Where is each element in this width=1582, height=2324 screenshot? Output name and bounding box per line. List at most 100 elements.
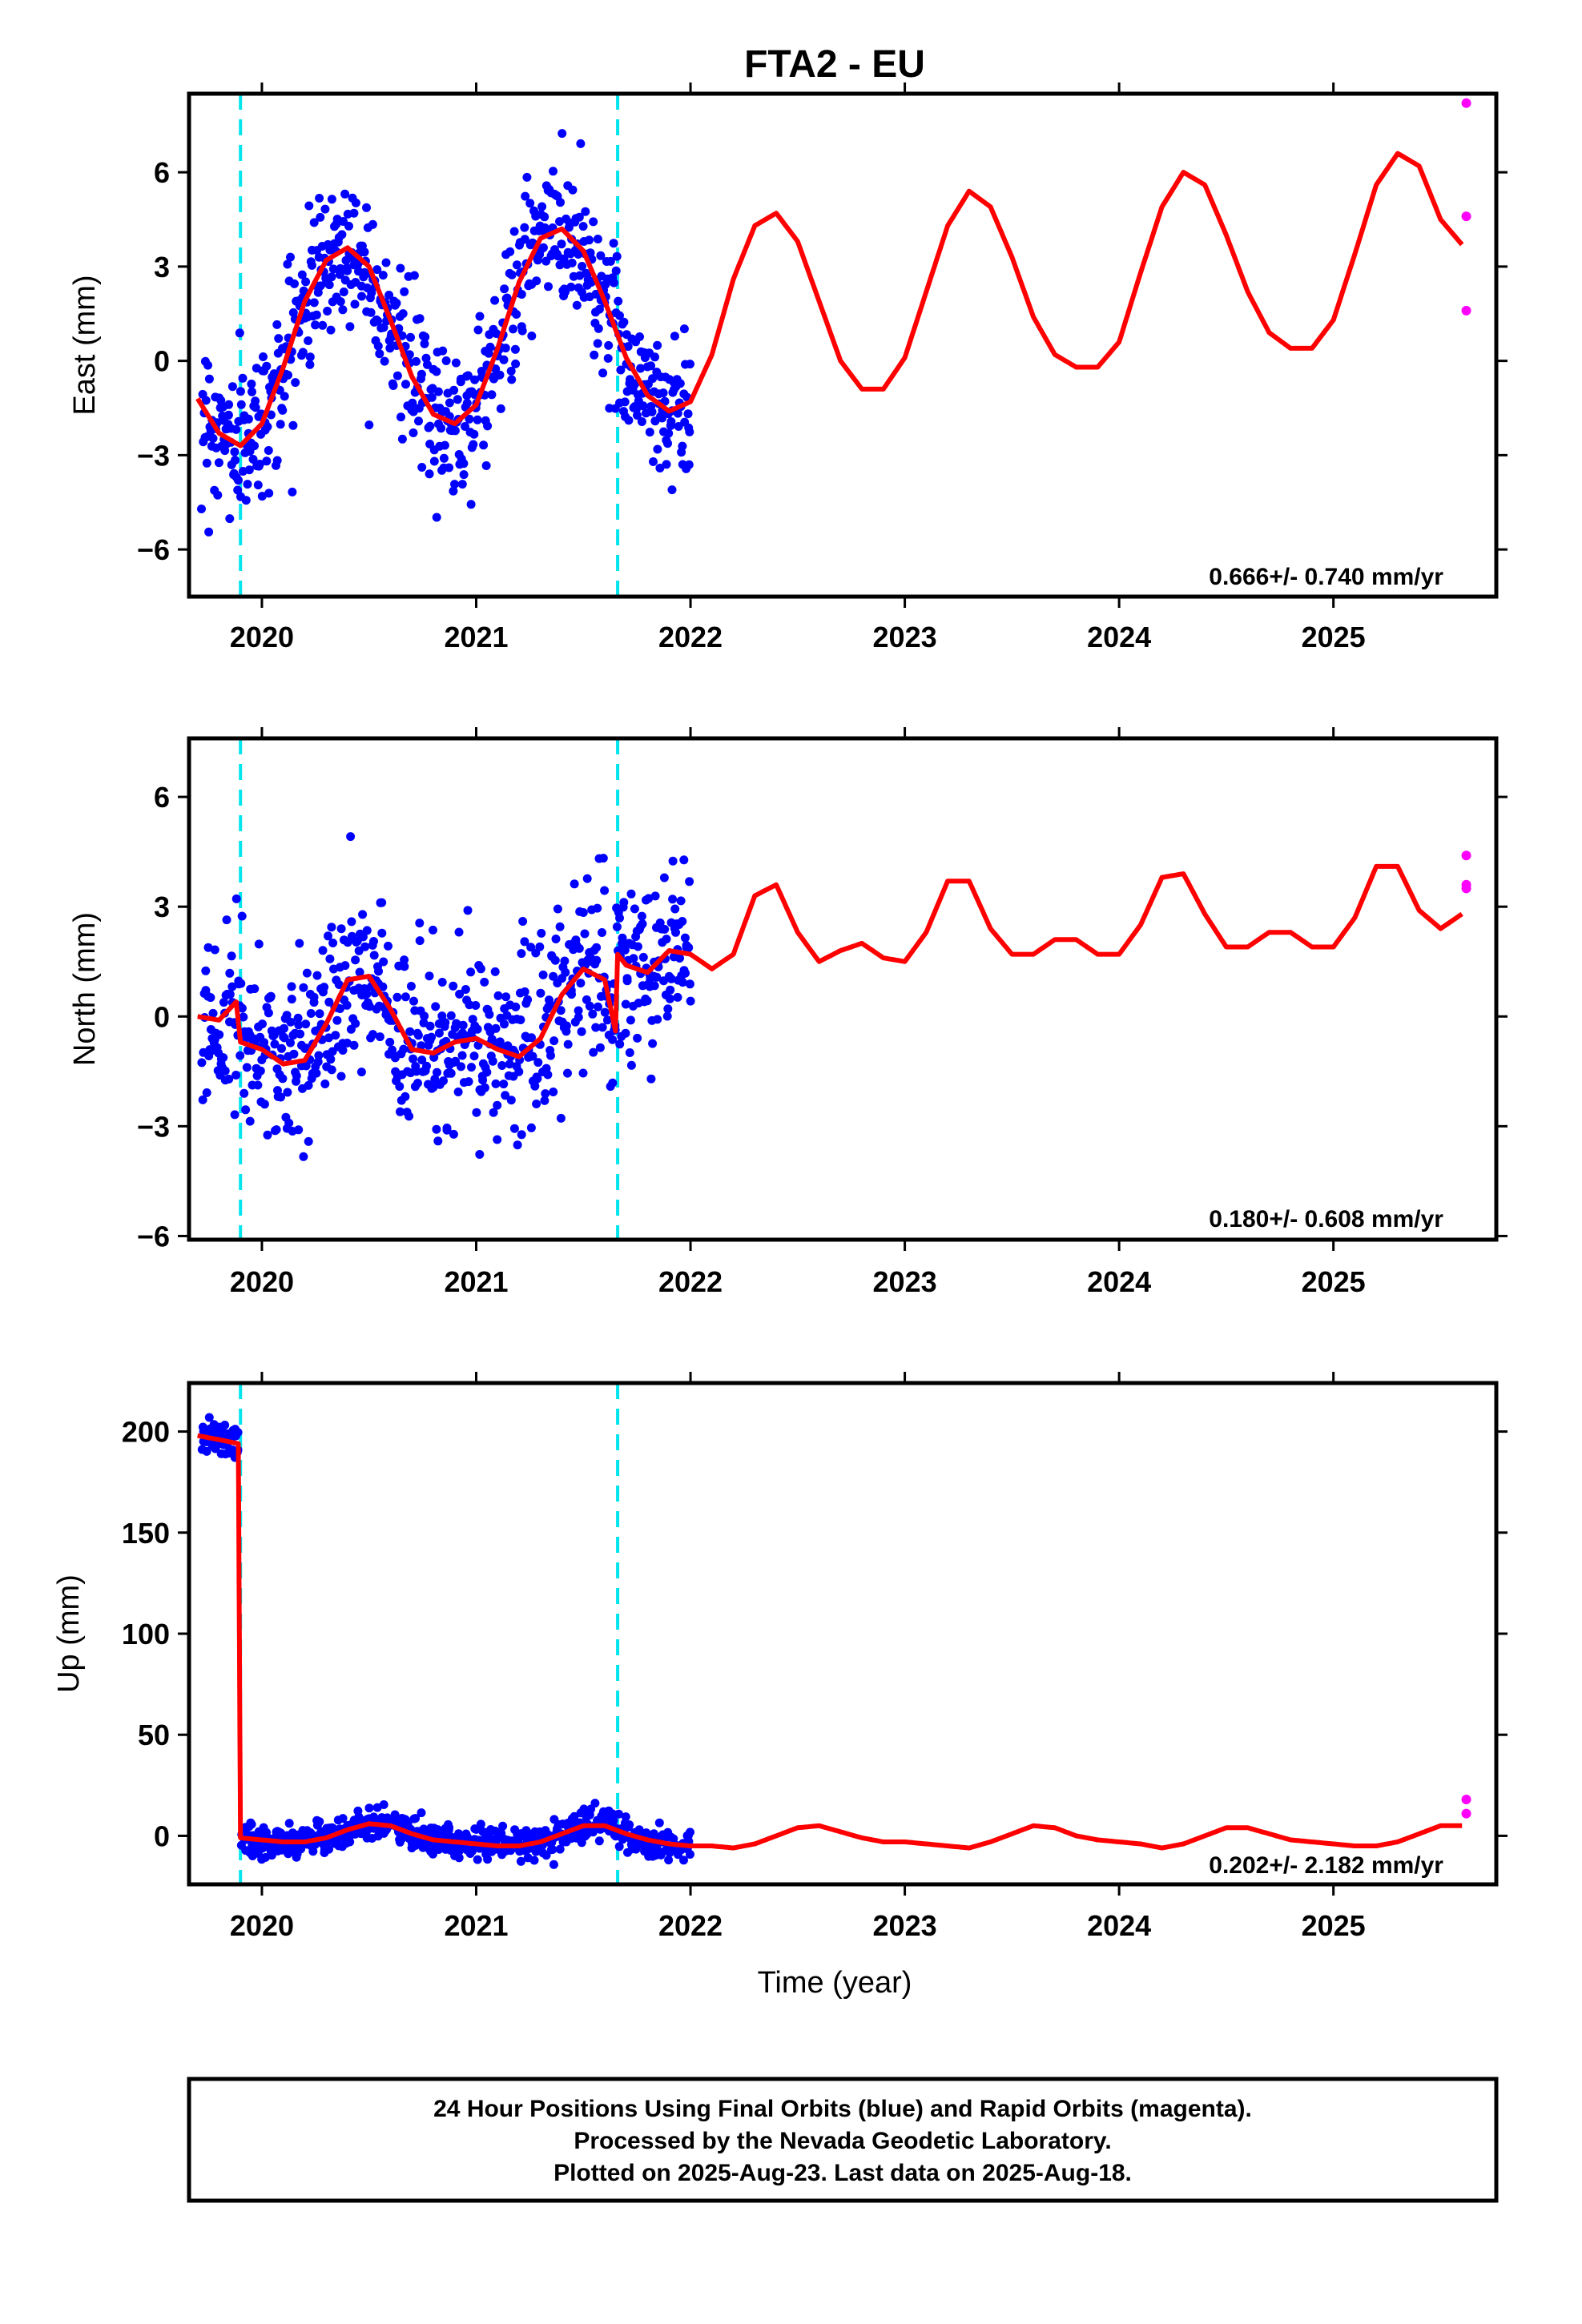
final-orbit-point <box>529 1856 539 1865</box>
final-orbit-point <box>198 1095 207 1104</box>
final-orbit-point <box>264 489 274 498</box>
final-orbit-point <box>406 982 416 991</box>
final-orbit-point <box>610 278 618 287</box>
final-orbit-point <box>589 217 598 227</box>
final-orbit-point <box>294 1020 304 1030</box>
final-orbit-point <box>375 1032 384 1042</box>
final-orbit-point <box>287 995 296 1004</box>
final-orbit-point <box>320 1080 330 1088</box>
final-orbit-point <box>304 201 314 211</box>
final-orbit-point <box>355 967 364 977</box>
final-orbit-point <box>483 1855 493 1864</box>
final-orbit-point <box>500 1019 509 1029</box>
final-orbit-point <box>451 1056 461 1066</box>
final-orbit-point <box>466 967 476 977</box>
x-tick-label: 2021 <box>444 621 508 653</box>
final-orbit-point <box>679 855 689 865</box>
final-orbit-point <box>306 1009 316 1018</box>
up-panel: 0 50 100 150 200 2020 2021 2022 2023 2024 2025 Up (… <box>52 1372 1508 1942</box>
final-orbit-point <box>490 967 500 976</box>
final-orbit-point <box>637 911 646 921</box>
final-orbit-point <box>646 1074 656 1084</box>
final-orbit-point <box>592 943 602 952</box>
final-orbit-point <box>453 1088 463 1096</box>
final-orbit-point <box>400 955 409 965</box>
final-orbit-point <box>324 931 332 941</box>
final-orbit-point <box>491 1023 501 1033</box>
final-orbit-point <box>409 1054 418 1063</box>
final-orbit-point <box>197 505 206 513</box>
final-orbit-point <box>509 227 519 236</box>
x-tick-label: 2020 <box>230 1909 294 1942</box>
final-orbit-point <box>574 1006 583 1015</box>
final-orbit-point <box>685 427 694 436</box>
final-orbit-point <box>336 297 345 307</box>
final-orbit-point <box>678 441 687 451</box>
final-orbit-point <box>611 266 621 275</box>
y-tick-label: −6 <box>137 1220 170 1252</box>
final-orbit-point <box>510 344 520 354</box>
final-orbit-point <box>378 982 388 991</box>
plot-frame <box>187 736 1499 1242</box>
final-orbit-point <box>490 296 500 305</box>
final-orbit-point <box>312 1068 321 1078</box>
final-orbit-point <box>305 360 315 369</box>
final-orbit-point <box>445 398 454 408</box>
final-orbit-point <box>626 1015 635 1025</box>
final-orbit-point <box>360 247 369 257</box>
final-orbit-point <box>430 1075 440 1084</box>
final-orbit-point <box>612 922 622 931</box>
final-orbit-point <box>686 1850 694 1859</box>
final-orbit-point <box>437 1011 447 1021</box>
final-orbit-point <box>263 422 272 432</box>
final-orbit-point <box>413 1031 423 1040</box>
final-orbit-point <box>313 1057 323 1067</box>
final-orbit-point <box>476 1819 485 1829</box>
final-orbit-point <box>208 433 218 443</box>
x-tick-label: 2022 <box>658 1909 723 1942</box>
final-orbit-point <box>648 374 658 384</box>
final-orbit-point <box>446 1068 456 1078</box>
final-orbit-point <box>537 202 547 211</box>
final-orbit-point <box>489 1108 498 1117</box>
final-orbit-point <box>482 1068 492 1077</box>
final-orbit-point <box>585 1001 594 1011</box>
final-orbit-point <box>377 898 387 907</box>
final-orbit-point <box>324 1844 333 1854</box>
final-orbit-point <box>630 904 639 914</box>
final-orbit-point <box>298 348 308 357</box>
final-orbit-point <box>633 1033 642 1043</box>
final-orbit-point <box>594 1836 604 1846</box>
final-orbit-point <box>299 286 308 296</box>
final-orbit-point <box>358 910 368 919</box>
final-orbit-point <box>309 218 319 227</box>
final-orbit-point <box>602 1015 612 1025</box>
final-orbit-point <box>517 326 527 336</box>
final-orbit-point <box>434 1028 444 1038</box>
final-orbit-point <box>572 300 582 310</box>
final-orbit-point <box>593 903 602 913</box>
final-orbit-point <box>585 235 594 245</box>
final-orbit-point <box>341 255 351 265</box>
final-orbit-point <box>438 346 448 356</box>
final-orbit-point <box>328 1823 338 1833</box>
final-orbit-point <box>506 1096 516 1105</box>
final-orbit-point <box>507 270 517 279</box>
final-orbit-point <box>237 1003 247 1013</box>
final-orbit-point <box>668 895 678 904</box>
final-orbit-point <box>248 387 256 396</box>
final-orbit-point <box>253 1080 263 1090</box>
final-orbit-point <box>472 1108 481 1117</box>
model-curve <box>197 863 1463 1067</box>
final-orbit-point <box>485 342 495 352</box>
final-orbit-point <box>685 979 694 989</box>
final-orbit-point <box>609 239 618 248</box>
final-orbit-point <box>550 955 560 965</box>
final-orbit-point <box>470 375 480 384</box>
final-orbit-point <box>374 967 383 976</box>
y-tick-label: 3 <box>154 251 170 283</box>
final-orbit-point <box>449 981 458 991</box>
final-orbit-point <box>233 485 243 495</box>
final-orbit-point <box>276 420 285 429</box>
final-orbit-point <box>664 1856 674 1865</box>
